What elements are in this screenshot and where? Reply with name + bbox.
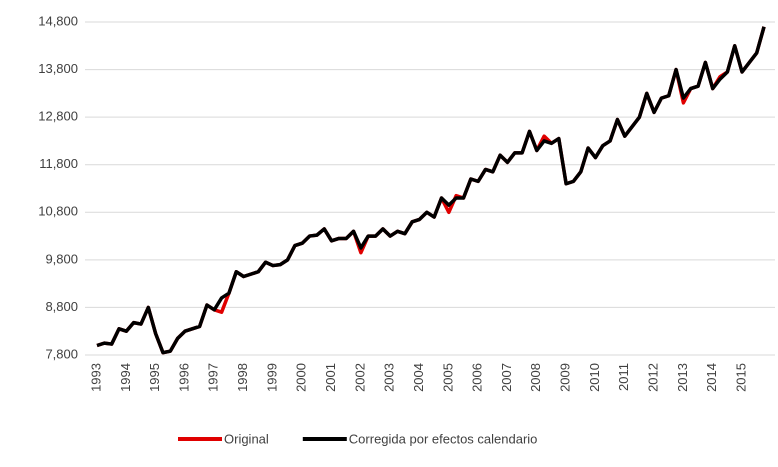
x-tick-label: 2005 [440, 363, 455, 392]
x-tick-label: 2008 [528, 363, 543, 392]
y-tick-label: 10,800 [38, 204, 78, 219]
x-tick-label: 1998 [235, 363, 250, 392]
x-tick-label: 2013 [675, 363, 690, 392]
x-tick-label: 2011 [616, 363, 631, 391]
x-tick-label: 2004 [411, 363, 426, 392]
x-tick-label: 2010 [587, 363, 602, 392]
y-tick-label: 12,800 [38, 109, 78, 124]
y-tick-label: 14,800 [38, 13, 78, 28]
x-tick-label: 1996 [176, 363, 191, 392]
x-tick-label: 1995 [147, 363, 162, 392]
x-tick-label: 2015 [733, 363, 748, 392]
x-tick-label: 2012 [646, 363, 661, 392]
y-tick-label: 9,800 [45, 251, 78, 266]
x-tick-label: 2001 [323, 363, 338, 392]
series-line [96, 26, 766, 355]
y-tick-label: 7,800 [45, 346, 78, 361]
legend-label: Corregida por efectos calendario [349, 431, 538, 446]
x-tick-label: 1994 [118, 363, 133, 392]
y-tick-label: 13,800 [38, 61, 78, 76]
x-tick-label: 2014 [704, 363, 719, 392]
x-tick-label: 2003 [382, 363, 397, 392]
y-tick-label: 8,800 [45, 299, 78, 314]
x-tick-label: 1999 [264, 363, 279, 392]
y-tick-label: 11,800 [39, 156, 78, 171]
x-tick-label: 1997 [206, 363, 221, 392]
x-tick-label: 2009 [558, 363, 573, 392]
x-tick-label: 2000 [294, 363, 309, 392]
series-line [96, 26, 766, 355]
x-tick-label: 2002 [352, 363, 367, 392]
x-tick-label: 2007 [499, 363, 514, 392]
x-tick-label: 2006 [470, 363, 485, 392]
legend-label: Original [224, 431, 269, 446]
x-tick-label: 1993 [88, 363, 103, 392]
